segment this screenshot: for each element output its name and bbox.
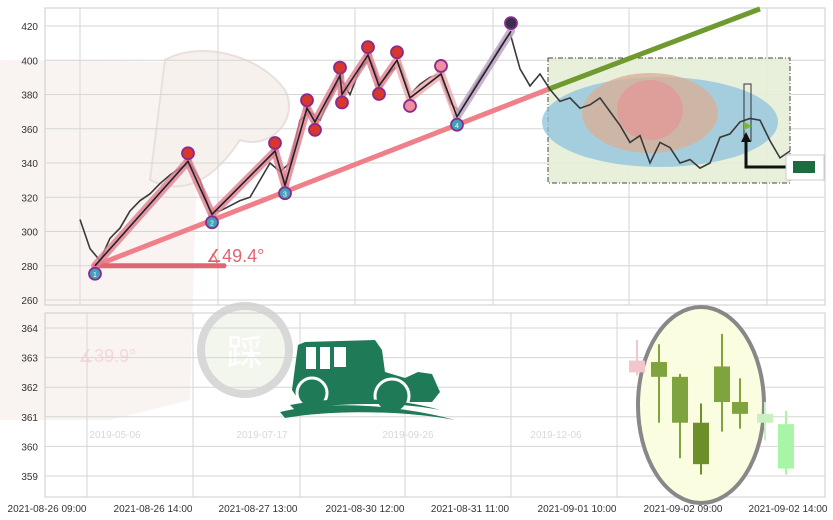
pivot-marker [333, 60, 347, 75]
y-tick-label: 300 [21, 228, 38, 239]
candles-layer [629, 333, 794, 475]
candle-body [778, 424, 794, 469]
pivot-label: 1 [93, 272, 97, 279]
watermark-layer: 踩 ∡39.9° [0, 50, 293, 420]
candle-body [714, 366, 730, 402]
candle-body [757, 413, 773, 423]
callout-truck-icon [793, 161, 815, 173]
y-tick-label: 359 [21, 472, 38, 483]
pivot-marker [390, 45, 404, 60]
y-tick-label: 380 [21, 91, 38, 102]
pivot-marker [403, 99, 417, 113]
zigzag-line [94, 30, 512, 267]
pivot-label: 3 [283, 191, 287, 198]
y-tick-label: 364 [21, 324, 38, 335]
y-tick-label: 361 [21, 413, 38, 424]
pivot-marker [268, 136, 282, 150]
axes: 2021-08-26 09:00 2021-08-26 14:00 2021-08-… [8, 504, 828, 515]
pivot-marker [308, 122, 322, 137]
candle-body [693, 422, 709, 465]
y-tick-label: 360 [21, 442, 38, 453]
angle-label: ∡49.4° [206, 246, 264, 266]
arrow-line [744, 140, 786, 169]
y-tick-label: 420 [21, 22, 38, 33]
x-tick-label: 2021-09-02 14:00 [749, 504, 828, 515]
jeep-logo-icon [280, 340, 455, 420]
watermark-date: 2019-07-17 [236, 430, 288, 441]
candle-body [672, 376, 688, 423]
pivot-marker [88, 266, 102, 281]
pivot-marker [434, 59, 448, 73]
candle-body [629, 360, 645, 373]
pivot-marker [335, 95, 349, 110]
y-tick-label: 363 [21, 354, 38, 365]
pivot-marker [450, 117, 464, 132]
watermark-angle: ∡39.9° [78, 346, 136, 366]
pivot-label: 4 [455, 123, 459, 130]
green-flag-icon [744, 122, 752, 130]
pivot-marker [278, 186, 292, 201]
candle-body [651, 362, 667, 377]
watermark-date: 2019-05-06 [89, 430, 141, 441]
y-tick-label: 360 [21, 125, 38, 136]
x-tick-label: 2021-09-02 09:00 [644, 504, 723, 515]
pivot-marker [300, 93, 314, 108]
pivot-marker [504, 16, 518, 31]
watermark-date: 2019-09-26 [382, 430, 434, 441]
arrow-annotation [741, 83, 825, 181]
watermark-seal-char: 踩 [227, 333, 263, 374]
y-tick-label: 362 [21, 383, 38, 394]
trendline [92, 86, 551, 269]
y-tick-label: 320 [21, 193, 38, 204]
ellipse-inner [617, 80, 683, 140]
watermark-date: 2019-12-06 [530, 430, 582, 441]
watermark-banner [0, 60, 200, 420]
zigzag-layer: 1 2 3 4 [88, 16, 518, 281]
lower-panel-frame [44, 312, 826, 498]
y-tick-label: 260 [21, 296, 38, 307]
watermark-dates: 2019-05-06 2019-07-17 2019-09-26 2019-12-06… [89, 430, 726, 441]
y-tick-label: 340 [21, 159, 38, 170]
pivot-label: 2 [210, 220, 214, 227]
x-tick-label: 2021-08-31 11:00 [431, 504, 510, 515]
pivot-marker [361, 40, 375, 55]
arrow-head-icon [741, 132, 751, 142]
x-tick-label: 2021-09-01 10:00 [538, 504, 617, 515]
y-tick-label: 400 [21, 56, 38, 67]
candle-body [732, 402, 748, 414]
x-tick-label: 2021-08-26 09:00 [8, 504, 87, 515]
x-tick-label: 2021-08-26 14:00 [114, 504, 193, 515]
pivot-marker [205, 215, 219, 230]
y-tick-label: 280 [21, 262, 38, 273]
trendline-layer: ∡49.4° [92, 6, 761, 269]
x-tick-label: 2021-08-30 12:00 [326, 504, 405, 515]
price-panel-frame [44, 7, 826, 306]
x-tick-label: 2021-08-27 13:00 [219, 504, 298, 515]
pivot-marker [372, 87, 386, 101]
trendline-extension [547, 6, 761, 92]
pivot-marker [181, 146, 195, 161]
